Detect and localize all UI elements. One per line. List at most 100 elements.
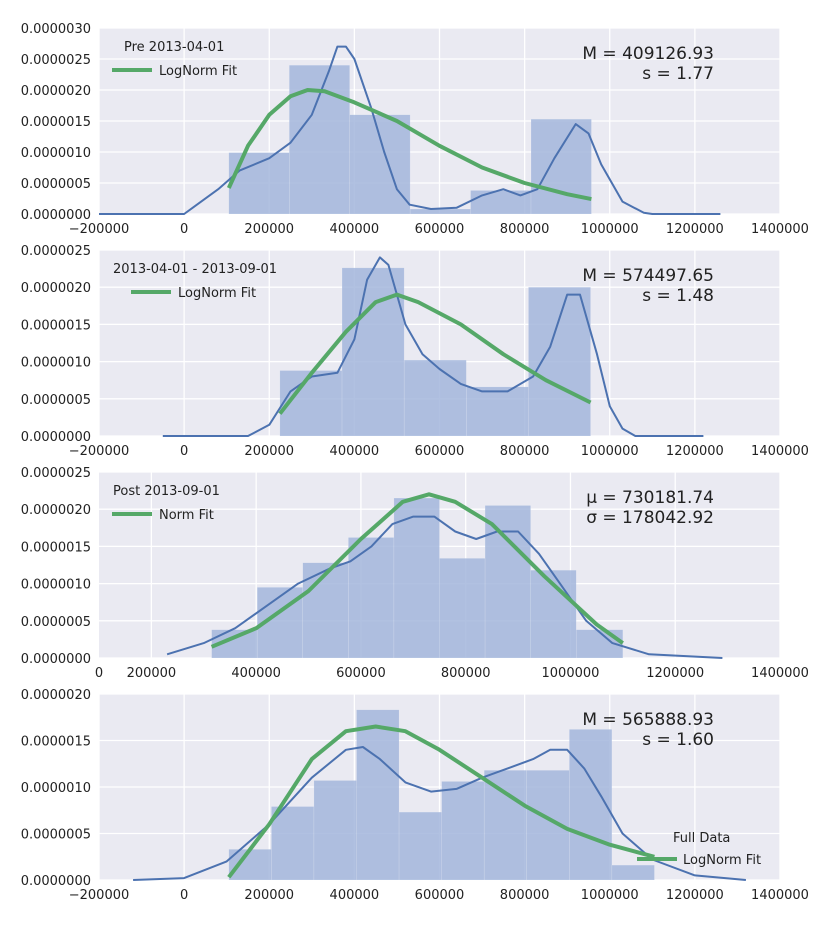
- y-tick-label: 0.0000000: [21, 652, 91, 667]
- histogram-bar: [441, 781, 485, 881]
- x-tick-label: 600000: [336, 666, 386, 681]
- x-tick-label: 0: [180, 888, 188, 903]
- y-tick-label: 0.0000015: [21, 735, 91, 750]
- x-tick-label: 800000: [500, 888, 550, 903]
- histogram-bar: [271, 806, 315, 881]
- y-tick-label: 0.0000015: [21, 115, 91, 130]
- x-tick-label: 200000: [127, 666, 177, 681]
- x-tick-label: 800000: [500, 444, 550, 459]
- x-tick-label: −200000: [69, 888, 130, 903]
- subplot-mid: 0.0000000 0.0000005 0.0000010 0.0000015 0.00…: [21, 244, 809, 459]
- x-tick-label: 0: [180, 444, 188, 459]
- histogram-bar: [466, 386, 529, 437]
- fit-line: [278, 292, 592, 415]
- x-tick-label: −200000: [69, 222, 130, 237]
- x-tick-label: 1400000: [751, 444, 809, 459]
- y-tick-label: 0.0000005: [21, 393, 91, 408]
- y-tick-label: 0.0000030: [21, 22, 91, 37]
- y-tick-label: 0.0000015: [21, 318, 91, 333]
- y-tick-label: 0.0000025: [21, 53, 91, 68]
- x-tick-label: 200000: [244, 444, 294, 459]
- histogram-bar: [313, 780, 357, 881]
- y-tick-label: 0.0000010: [21, 578, 91, 593]
- stat-text: s = 1.77: [642, 64, 714, 84]
- histogram-bar: [409, 208, 471, 215]
- stat-text: σ = 178042.92: [586, 508, 714, 528]
- y-tick-label: 0.0000020: [21, 503, 91, 518]
- y-tick-label: 0.0000020: [21, 84, 91, 99]
- stat-text: s = 1.60: [642, 730, 714, 750]
- kde-line: [162, 256, 704, 437]
- histogram-bar: [528, 286, 591, 437]
- legend: 2013-04-01 - 2013-09-01 LogNorm Fit: [113, 262, 277, 301]
- y-tick-label: 0.0000005: [21, 177, 91, 192]
- stat-text: M = 574497.65: [582, 266, 714, 286]
- legend-label: LogNorm Fit: [159, 64, 237, 79]
- x-tick-label: 800000: [441, 666, 491, 681]
- y-tick-label: 0.0000000: [21, 208, 91, 223]
- histogram-bar: [483, 770, 528, 881]
- histogram-bar: [611, 864, 655, 881]
- x-tick-label: 1400000: [751, 888, 809, 903]
- fit-line: [227, 724, 655, 879]
- y-tick-label: 0.0000010: [21, 781, 91, 796]
- x-tick-label: 1400000: [751, 222, 809, 237]
- x-tick-label: 400000: [231, 666, 281, 681]
- x-tick-label: −200000: [69, 444, 130, 459]
- y-tick-label: 0.0000000: [21, 874, 91, 889]
- legend-title: Full Data: [673, 831, 730, 846]
- stat-text: s = 1.48: [642, 286, 714, 306]
- histogram-bar: [484, 505, 531, 659]
- legend-label: LogNorm Fit: [178, 286, 256, 301]
- x-tick-label: 800000: [500, 222, 550, 237]
- subplot-pre: 0.0000000 0.0000005 0.0000010 0.0000015 0.00…: [21, 22, 809, 237]
- subplot-full: 0.0000000 0.0000005 0.0000010 0.0000015 0.00…: [21, 688, 809, 903]
- x-tick-label: 1200000: [666, 222, 724, 237]
- legend: Post 2013-09-01 Norm Fit: [112, 484, 220, 523]
- legend-title: Pre 2013-04-01: [124, 40, 224, 55]
- x-tick-label: 1000000: [581, 888, 639, 903]
- histogram-bar: [393, 497, 440, 659]
- y-tick-label: 0.0000010: [21, 146, 91, 161]
- histogram-bar: [403, 359, 467, 437]
- x-tick-label: 200000: [244, 888, 294, 903]
- x-tick-label: 1400000: [751, 666, 809, 681]
- legend: Pre 2013-04-01 LogNorm Fit: [112, 40, 237, 79]
- x-tick-label: 0: [180, 222, 188, 237]
- x-tick-label: 400000: [330, 222, 380, 237]
- legend-title: Post 2013-09-01: [113, 484, 220, 499]
- legend: Full Data LogNorm Fit: [637, 831, 761, 868]
- kde-line: [133, 746, 746, 881]
- histogram-bar: [341, 267, 405, 437]
- histogram-bar: [530, 118, 592, 215]
- legend-title: 2013-04-01 - 2013-09-01: [113, 262, 277, 277]
- x-tick-label: 1200000: [666, 888, 724, 903]
- x-tick-label: 200000: [244, 222, 294, 237]
- x-tick-label: 400000: [330, 888, 380, 903]
- stat-text: M = 409126.93: [582, 44, 714, 64]
- stat-text: M = 565888.93: [582, 710, 714, 730]
- legend-label: Norm Fit: [159, 508, 214, 523]
- kde-line: [99, 45, 721, 215]
- y-tick-label: 0.0000000: [21, 430, 91, 445]
- x-tick-label: 1200000: [666, 444, 724, 459]
- y-tick-label: 0.0000015: [21, 540, 91, 555]
- y-tick-label: 0.0000020: [21, 281, 91, 296]
- histogram-bar: [439, 558, 486, 659]
- histogram-bar: [349, 114, 411, 215]
- x-tick-label: 0: [95, 666, 103, 681]
- y-tick-label: 0.0000005: [21, 615, 91, 630]
- x-tick-label: 600000: [415, 888, 465, 903]
- fit-line: [226, 88, 592, 202]
- x-tick-label: 1200000: [646, 666, 704, 681]
- histogram-bar: [569, 729, 613, 881]
- subplot-post: 0.0000000 0.0000005 0.0000010 0.0000015 0.00…: [21, 466, 809, 681]
- y-tick-label: 0.0000020: [21, 688, 91, 703]
- histogram-bar: [356, 709, 400, 881]
- x-tick-label: 400000: [330, 444, 380, 459]
- histogram-bar: [348, 537, 395, 659]
- histogram-bar: [289, 64, 350, 215]
- x-tick-label: 1000000: [542, 666, 600, 681]
- y-tick-label: 0.0000005: [21, 828, 91, 843]
